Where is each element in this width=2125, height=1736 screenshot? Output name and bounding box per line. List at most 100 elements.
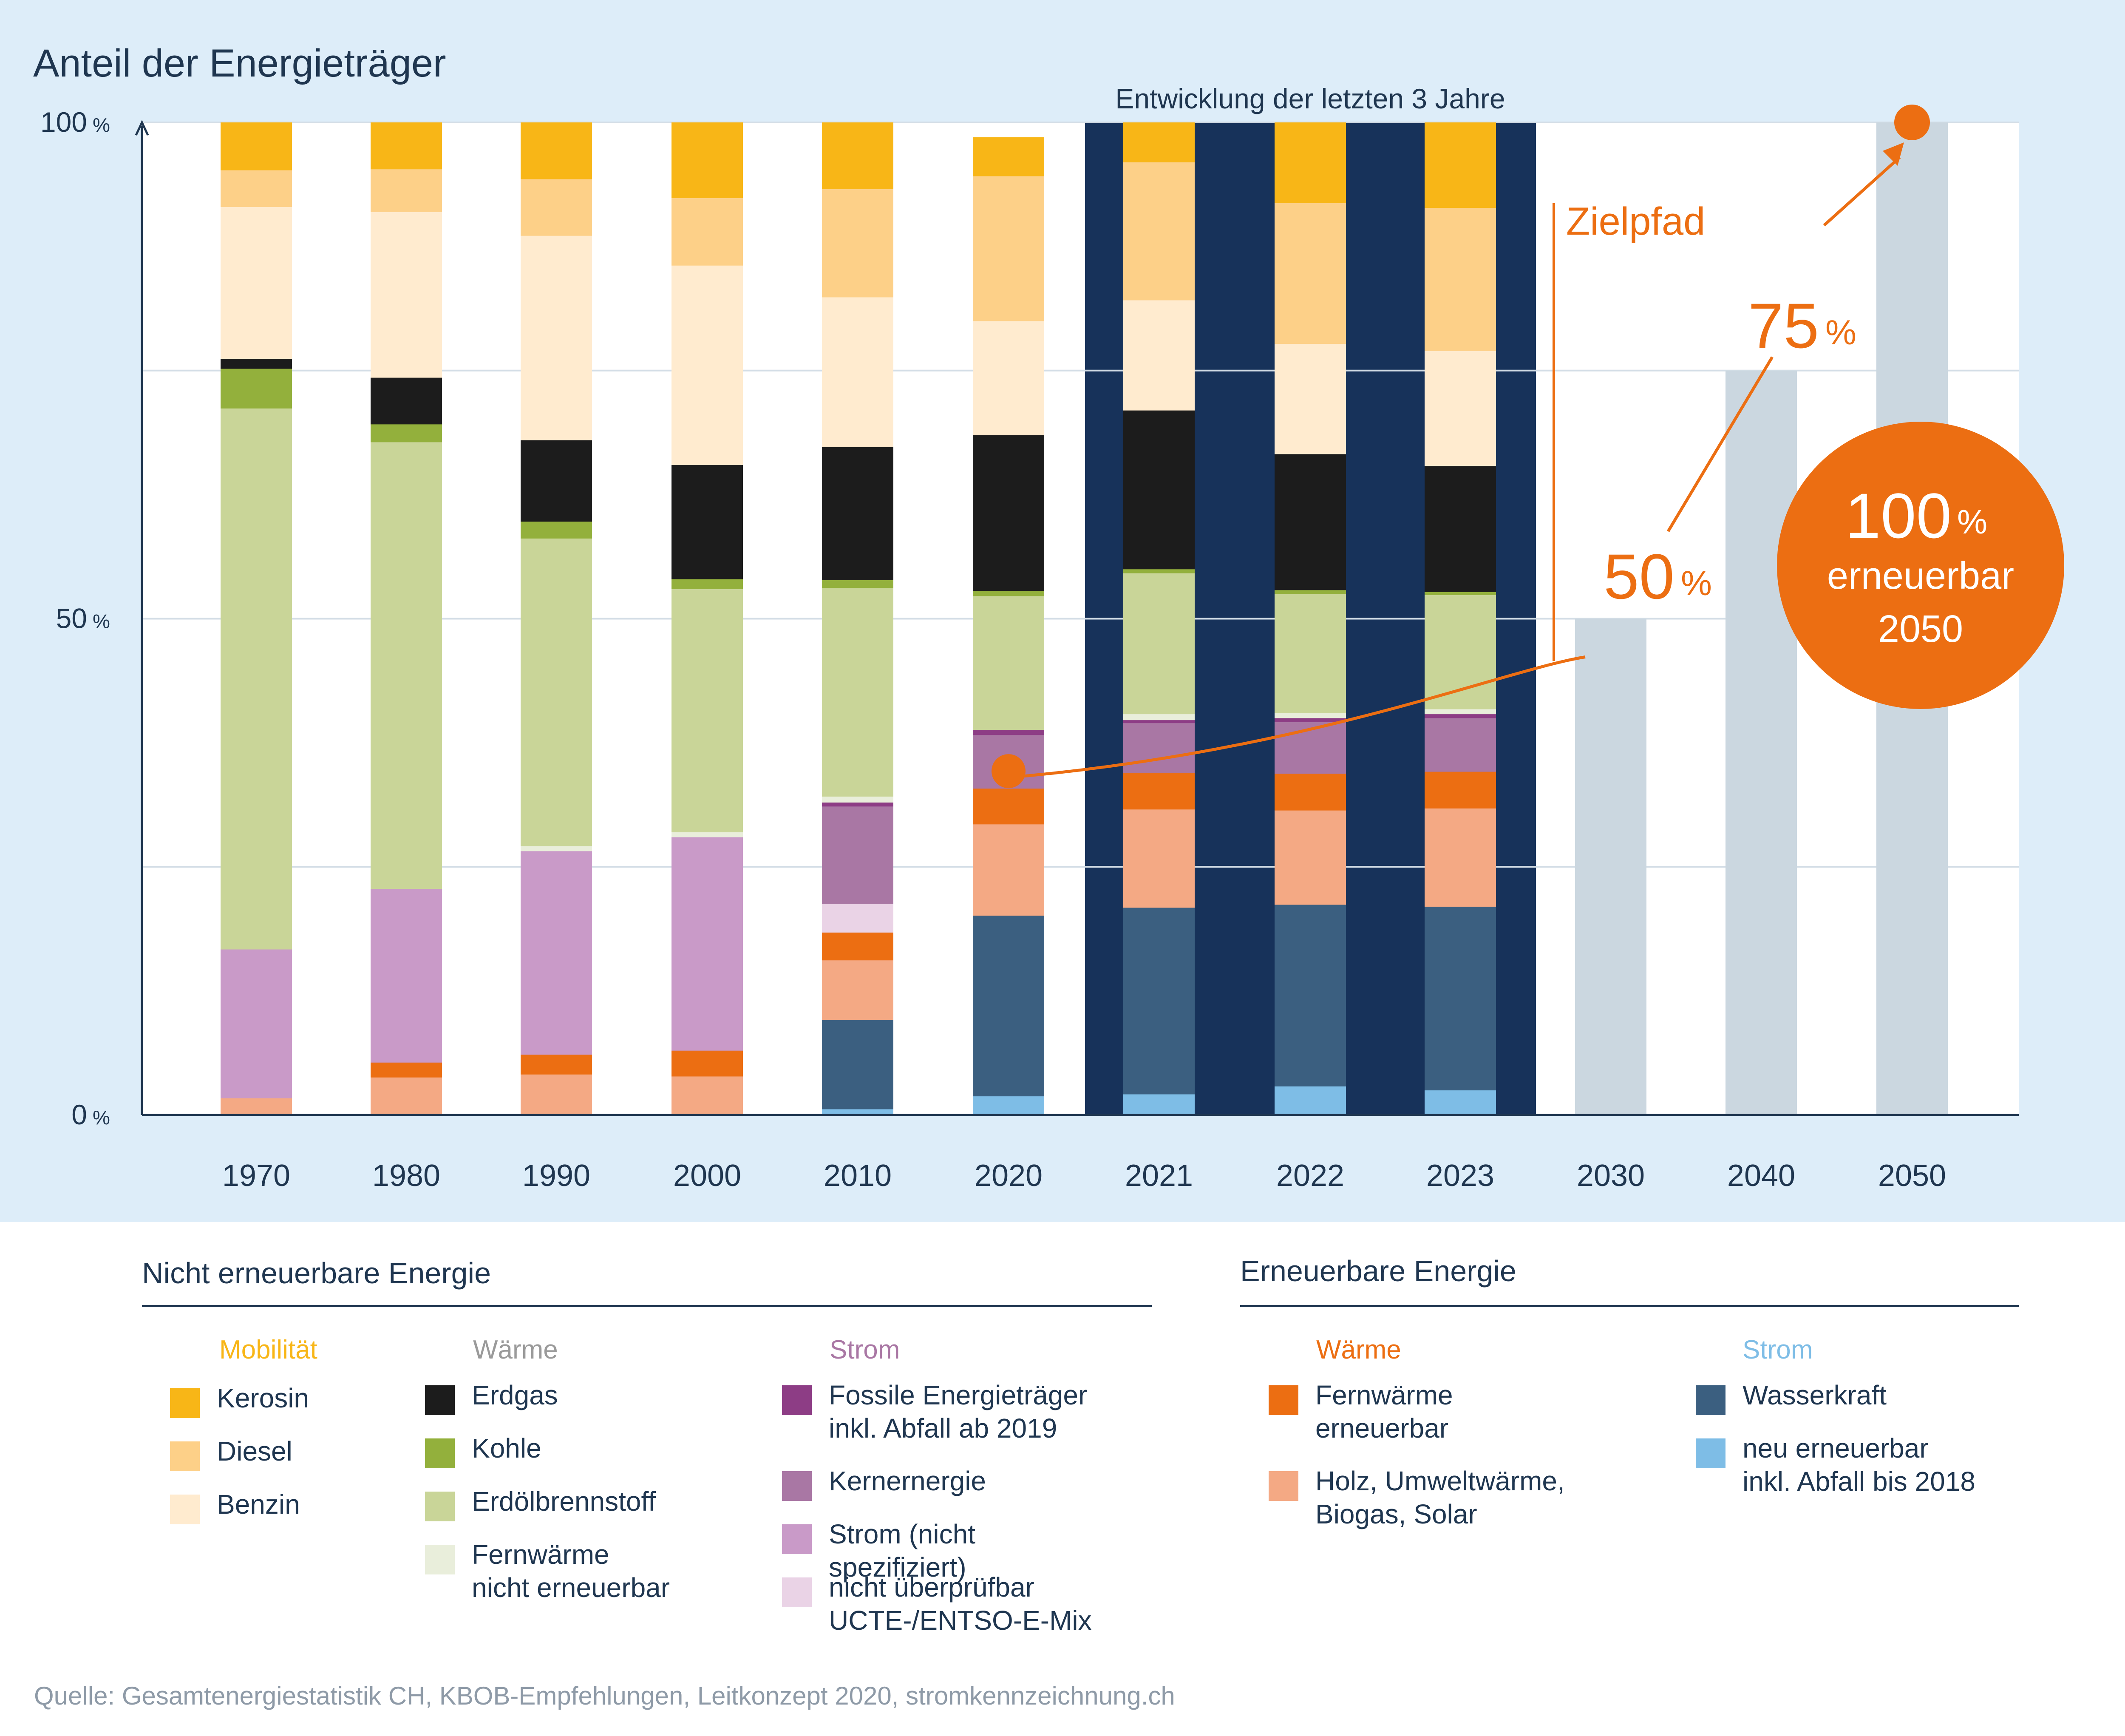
target-bar xyxy=(1575,618,1646,1115)
target-label-75: 75 xyxy=(1748,290,1819,361)
bar-segment xyxy=(371,212,442,378)
bar-segment xyxy=(1123,907,1195,1095)
bar-segment xyxy=(1425,465,1496,592)
renewable-target-circle xyxy=(1777,422,2064,709)
target-path-segment-2050 xyxy=(1823,156,1901,227)
legend-swatch xyxy=(1696,1385,1726,1415)
legend-group-title: Strom xyxy=(1742,1335,1813,1364)
bar-segment xyxy=(822,796,893,803)
bar-segment xyxy=(973,176,1044,321)
legend-label: nicht überprüfbar UCTE-/ENTSO-E-Mix xyxy=(829,1572,1092,1636)
recent-years-annotation: Entwicklung der letzten 3 Jahre xyxy=(1115,83,1505,114)
bar-segment xyxy=(221,358,292,369)
y-tick-label: 0 xyxy=(71,1099,87,1130)
bar-segment xyxy=(1275,343,1346,454)
y-tick-label: 50 xyxy=(56,603,87,634)
legend-swatch xyxy=(782,1577,812,1607)
bar-segment xyxy=(521,122,592,179)
target-path-segment-2040 xyxy=(1666,356,1774,532)
legend-swatch xyxy=(782,1385,812,1415)
bar-segment xyxy=(371,169,442,212)
chart-panel: Anteil der Energieträger 1970 1980 1990 200… xyxy=(0,0,2125,1222)
bar-segment xyxy=(1275,1086,1346,1115)
legend-group-title: Strom xyxy=(830,1335,900,1364)
legend-label: Strom (nicht spezifiziert) xyxy=(829,1519,975,1583)
bar-segment xyxy=(672,1076,743,1115)
legend-label: Benzin xyxy=(217,1489,300,1520)
bar-segment xyxy=(973,788,1044,825)
bar-segment xyxy=(1425,714,1496,718)
bar-segment xyxy=(521,521,592,539)
bar-segment xyxy=(521,179,592,236)
bar-segment xyxy=(1425,207,1496,351)
bar-segment xyxy=(1123,772,1195,810)
x-tick-label: 2030 xyxy=(1577,1159,1645,1193)
legend-label: Fossile Energieträger inkl. Abfall ab 20… xyxy=(829,1380,1088,1444)
bar-segment xyxy=(973,321,1044,436)
legend-swatch xyxy=(425,1545,455,1574)
legend-label: Holz, Umweltwärme, Biogas, Solar xyxy=(1315,1466,1565,1529)
legend-group-title: Wärme xyxy=(1316,1335,1401,1364)
x-tick-label: 2022 xyxy=(1276,1159,1344,1193)
x-tick-label: 2010 xyxy=(824,1159,892,1193)
bar-segment xyxy=(221,122,292,170)
target-circle-line1: erneuerbar xyxy=(1827,555,2014,597)
bar-segment xyxy=(973,730,1044,735)
bar-segment xyxy=(1425,351,1496,466)
legend-swatch xyxy=(170,1495,200,1524)
bar-segment xyxy=(1275,590,1346,594)
legend-divider-non-renewable xyxy=(142,1305,1152,1307)
target-bar xyxy=(1726,370,1797,1115)
x-tick-label: 1990 xyxy=(522,1159,590,1193)
bar-segment xyxy=(521,1074,592,1115)
legend-label: Diesel xyxy=(217,1436,292,1467)
bar-segment xyxy=(973,435,1044,591)
bar-segment xyxy=(1275,904,1346,1086)
legend-swatch xyxy=(425,1438,455,1468)
bar-segment xyxy=(1425,1090,1496,1115)
x-tick-label: 1980 xyxy=(372,1159,440,1193)
bar-segment xyxy=(822,806,893,904)
bar-segment xyxy=(1425,906,1496,1091)
bar-segment xyxy=(672,265,743,465)
bar-segment xyxy=(1123,723,1195,773)
bar-segment xyxy=(1425,592,1496,595)
target-circle-unit: % xyxy=(1957,503,1987,541)
bar-segment xyxy=(822,580,893,588)
bar-segment xyxy=(973,591,1044,596)
x-tick-label: 2021 xyxy=(1125,1159,1193,1193)
bar-segment xyxy=(221,369,292,408)
bar-segment xyxy=(822,932,893,961)
bar-segment xyxy=(221,408,292,950)
legend-swatch xyxy=(170,1441,200,1471)
bar-segment xyxy=(1425,709,1496,715)
legend-swatch xyxy=(1269,1471,1298,1501)
bar-segment xyxy=(521,846,592,851)
legend-label: Kerosin xyxy=(217,1383,309,1413)
legend-swatch xyxy=(1696,1438,1726,1468)
bar-segment xyxy=(822,189,893,298)
bar-segment xyxy=(521,538,592,846)
bar-segment xyxy=(1425,808,1496,907)
target-circle-value: 100 xyxy=(1845,480,1952,551)
y-axis-arrow xyxy=(135,120,149,136)
bar-segment xyxy=(822,447,893,580)
bar-segment xyxy=(672,837,743,1051)
bar-segment xyxy=(1275,718,1346,722)
bar-segment xyxy=(973,915,1044,1097)
target-path-curve xyxy=(1008,655,1586,779)
bar-segment xyxy=(1275,454,1346,590)
bar-segment xyxy=(672,465,743,579)
bar-segment xyxy=(1123,569,1195,573)
bar-segment xyxy=(1123,300,1195,411)
target-label-75-unit: % xyxy=(1825,313,1856,352)
legend-label: Fernwärme erneuerbar xyxy=(1315,1380,1453,1444)
bar-segment xyxy=(371,377,442,425)
legend-header-renewable: Erneuerbare Energie xyxy=(1240,1254,1516,1288)
bar-segment xyxy=(1275,713,1346,718)
bar-segment xyxy=(672,198,743,266)
bar-segment xyxy=(822,903,893,933)
y-tick-unit: % xyxy=(93,610,110,633)
bar-segment xyxy=(1123,1094,1195,1115)
bar-segment xyxy=(822,122,893,189)
